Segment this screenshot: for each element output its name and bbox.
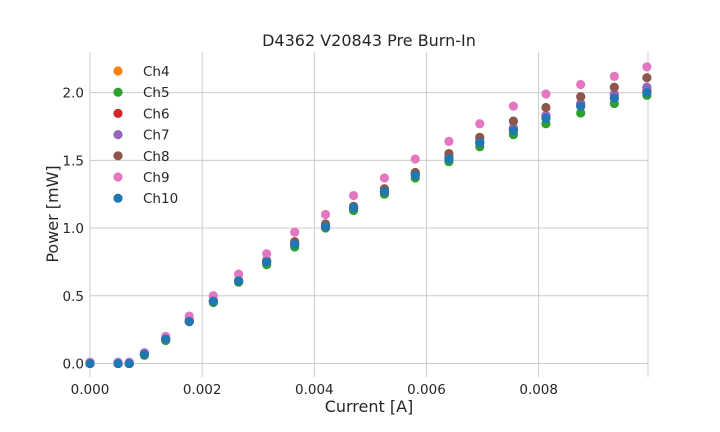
legend-label: Ch9 xyxy=(143,170,170,186)
data-point xyxy=(320,222,331,232)
data-point xyxy=(208,296,218,306)
data-point xyxy=(475,119,485,129)
data-point xyxy=(124,358,134,369)
data-point xyxy=(410,154,420,164)
data-point xyxy=(379,186,390,197)
data-point xyxy=(609,71,619,81)
legend-marker xyxy=(113,130,123,140)
data-point xyxy=(234,276,244,286)
x-tick-label: 0.006 xyxy=(407,382,446,398)
data-point xyxy=(320,209,331,220)
x-tick-label: 0.008 xyxy=(519,382,558,398)
y-axis-label: Power [mW] xyxy=(43,165,62,262)
x-axis-label: Current [A] xyxy=(325,397,414,416)
data-point xyxy=(410,170,420,180)
data-point xyxy=(161,334,171,344)
legend-marker xyxy=(113,151,123,161)
data-point xyxy=(139,349,149,359)
x-tick-label: 0.002 xyxy=(183,382,222,398)
data-point xyxy=(262,249,272,259)
legend-marker xyxy=(113,108,123,118)
data-point xyxy=(642,88,652,98)
data-point xyxy=(475,138,485,148)
legend-label: Ch6 xyxy=(143,106,170,122)
legend: Ch4 Ch5 Ch6 Ch7 Ch8 Ch9 Ch10 xyxy=(113,64,178,207)
data-point xyxy=(262,257,272,267)
data-point xyxy=(609,93,619,103)
data-point xyxy=(609,82,619,92)
x-tick-label: 0.004 xyxy=(295,382,334,398)
data-point xyxy=(184,316,194,327)
legend-marker xyxy=(113,66,123,76)
data-point xyxy=(379,173,390,183)
data-point xyxy=(508,116,519,126)
data-point xyxy=(290,239,300,249)
data-point xyxy=(642,73,652,83)
data-point xyxy=(444,154,454,164)
grid-lines xyxy=(89,52,649,377)
data-point xyxy=(576,79,586,90)
y-tick-label: 1.5 xyxy=(63,153,84,169)
data-point xyxy=(576,92,586,102)
data-point xyxy=(508,125,519,136)
data-point xyxy=(642,62,652,72)
data-point xyxy=(348,203,359,213)
y-tick-labels: 0.0 0.5 1.0 1.5 2.0 xyxy=(63,86,84,373)
data-point xyxy=(508,101,519,111)
data-point xyxy=(541,113,551,123)
series-ch10 xyxy=(85,88,652,369)
data-point xyxy=(576,108,586,118)
y-tick-label: 2.0 xyxy=(63,86,84,102)
chart-title: D4362 V20843 Pre Burn-In xyxy=(262,31,476,50)
data-point xyxy=(541,89,551,99)
legend-label: Ch8 xyxy=(143,149,170,165)
data-point xyxy=(348,190,359,201)
y-tick-label: 0.0 xyxy=(63,356,84,372)
data-point xyxy=(85,358,95,369)
y-tick-label: 0.5 xyxy=(63,289,84,305)
x-tick-label: 0.000 xyxy=(71,382,110,398)
legend-label: Ch4 xyxy=(143,64,170,80)
data-point xyxy=(576,101,586,111)
data-point xyxy=(234,269,244,279)
legend-label: Ch7 xyxy=(143,128,170,144)
legend-label: Ch10 xyxy=(143,191,178,207)
data-point xyxy=(541,102,551,113)
data-point xyxy=(444,136,454,146)
data-point xyxy=(290,227,300,237)
legend-marker xyxy=(113,87,123,97)
legend-label: Ch5 xyxy=(143,85,170,101)
data-points xyxy=(85,62,652,369)
x-tick-labels: 0.000 0.002 0.004 0.006 0.008 xyxy=(71,382,558,398)
y-tick-label: 1.0 xyxy=(63,221,84,237)
legend-marker xyxy=(113,172,123,182)
data-point xyxy=(113,358,123,369)
legend-marker xyxy=(113,193,123,203)
